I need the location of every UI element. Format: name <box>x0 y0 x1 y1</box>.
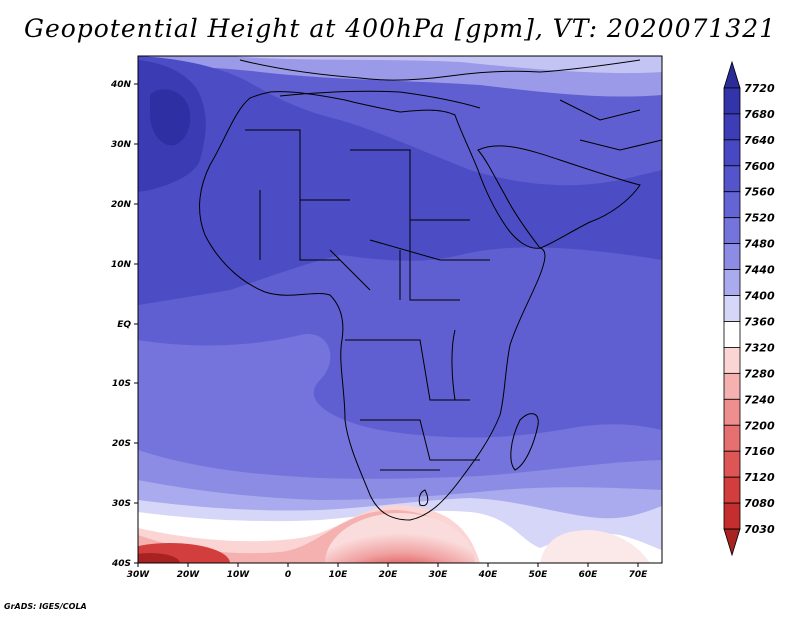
colorbar-label: 7720 <box>744 82 775 95</box>
lat-ticks <box>134 83 138 564</box>
colorbar-label: 7240 <box>744 393 775 406</box>
colorbar-cell <box>723 139 741 167</box>
colorbar-label: 7480 <box>744 238 775 251</box>
colorbar-label: 7600 <box>744 160 775 173</box>
lat-label-20s: 20S <box>112 439 131 449</box>
colorbar-label: 7520 <box>744 212 775 225</box>
lon-label-10w: 10W <box>227 570 251 580</box>
colorbar-cell <box>723 217 741 245</box>
colorbar-cell <box>723 398 741 426</box>
colorbar-cell <box>723 269 741 296</box>
colorbar-cell <box>723 243 741 270</box>
colorbar-label: 7030 <box>744 523 775 536</box>
colorbar-cell <box>723 321 741 348</box>
lon-label-50e: 50E <box>529 570 549 580</box>
lon-label-10e: 10E <box>329 570 349 580</box>
lat-label-10s: 10S <box>112 379 131 389</box>
lon-label-60e: 60E <box>579 570 599 580</box>
colorbar-label: 7440 <box>744 264 775 277</box>
grads-credit: GrADS: IGES/COLA <box>4 602 87 611</box>
colorbar-label: 7160 <box>744 445 775 458</box>
colorbar-label: 7680 <box>744 108 775 121</box>
lat-label-eq: EQ <box>117 320 131 330</box>
colorbar-label: 7400 <box>744 290 775 303</box>
colorbar-label: 7360 <box>744 315 775 328</box>
colorbar-cell <box>723 87 741 115</box>
colorbar-cell <box>723 295 741 322</box>
lon-label-20w: 20W <box>177 570 201 580</box>
colorbar-label: 7320 <box>744 341 775 354</box>
colorbar-cell <box>723 372 741 400</box>
plot-frame <box>137 55 663 564</box>
lon-ticks <box>137 563 639 567</box>
colorbar-cells <box>723 60 741 557</box>
filled-contours <box>138 56 662 563</box>
lat-label-30s: 30S <box>112 499 131 509</box>
colorbar-label: 7200 <box>744 419 775 432</box>
colorbar-cell <box>723 60 741 89</box>
lat-label-40s: 40S <box>111 559 131 569</box>
lon-label-40e: 40E <box>478 570 499 580</box>
colorbar-label: 7280 <box>744 367 775 380</box>
lon-label-30e: 30E <box>429 570 449 580</box>
colorbar-cell <box>723 528 741 557</box>
lat-label-10n: 10N <box>111 260 132 270</box>
colorbar-cell <box>723 476 741 504</box>
colorbar-label: 7120 <box>744 471 775 484</box>
colorbar-label: 7640 <box>744 134 775 147</box>
colorbar-label: 7560 <box>744 186 775 199</box>
colorbar-cell <box>723 502 741 530</box>
colorbar-cell <box>723 165 741 193</box>
lon-label-30w: 30W <box>127 570 151 580</box>
colorbar-cell <box>723 424 741 452</box>
lat-label-30n: 30N <box>111 140 132 150</box>
lat-label-40n: 40N <box>110 80 132 90</box>
map-title: Geopotential Height at 400hPa [gpm], VT:… <box>23 14 777 43</box>
lon-label-70e: 70E <box>629 570 649 580</box>
colorbar-cell <box>723 113 741 141</box>
lon-label-0: 0 <box>285 570 291 580</box>
colorbar-labels: 7720 7680 7640 7600 7560 7520 7480 7440 7400 7360… <box>744 82 775 536</box>
colorbar-cell <box>723 191 741 219</box>
colorbar-label: 7080 <box>744 497 775 510</box>
lon-label-20e: 20E <box>379 570 399 580</box>
lat-label-20n: 20N <box>111 200 132 210</box>
colorbar-cell <box>723 347 741 374</box>
colorbar-cell <box>723 450 741 478</box>
